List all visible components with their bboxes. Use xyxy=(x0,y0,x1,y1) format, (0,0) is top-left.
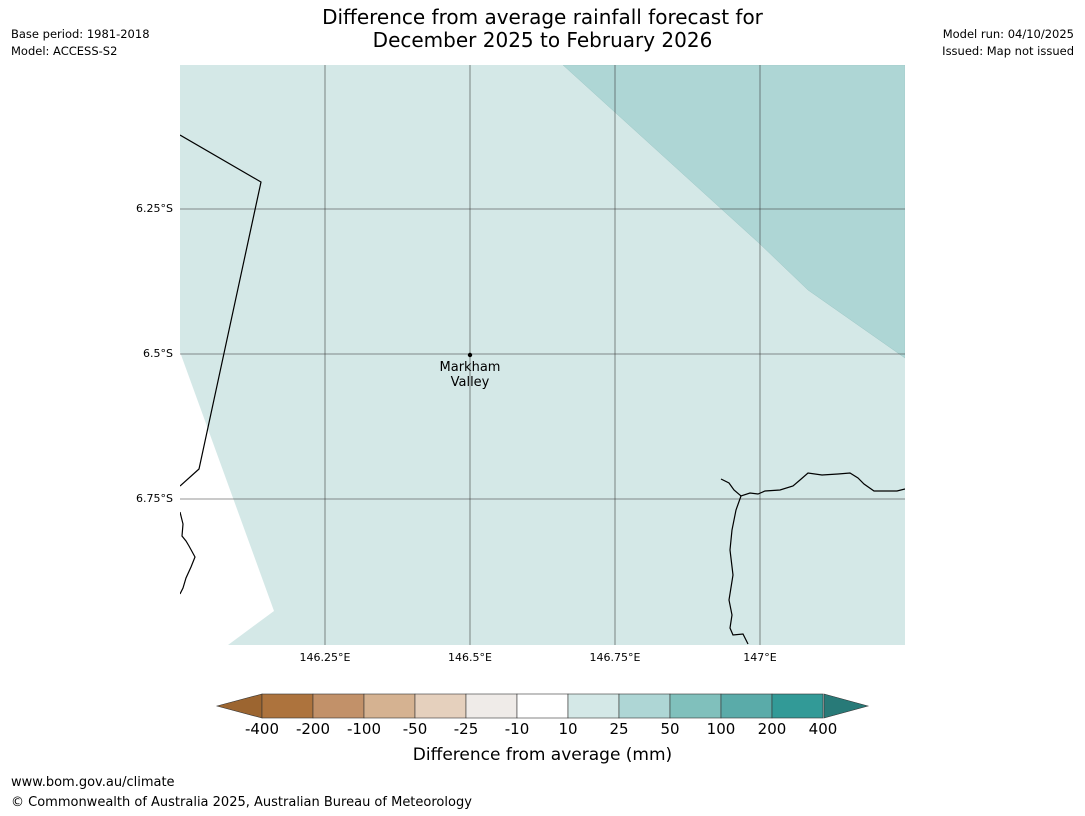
colorbar-cell xyxy=(261,693,314,719)
colorbar-label: -200 xyxy=(295,720,331,738)
colorbar-label: 25 xyxy=(609,720,629,738)
place-label-markham-valley: Markham Valley xyxy=(420,360,520,390)
colorbar-label: -50 xyxy=(402,720,428,738)
model-run: Model run: 04/10/2025 xyxy=(942,27,1074,41)
colorbar xyxy=(215,693,870,719)
title-line-2: December 2025 to February 2026 xyxy=(372,28,713,52)
river xyxy=(728,495,749,645)
lat-label-6-25: 6.25°S xyxy=(136,202,173,215)
colorbar-label: 10 xyxy=(558,720,578,738)
model-name: Model: ACCESS-S2 xyxy=(11,44,118,58)
colorbar-cell xyxy=(312,693,365,719)
colorbar-cell xyxy=(618,693,671,719)
location-marker xyxy=(467,352,473,358)
colorbar-label: 50 xyxy=(660,720,680,738)
colorbar-cell xyxy=(516,693,569,719)
place-name-line-2: Valley xyxy=(450,375,490,390)
colorbar-label: -10 xyxy=(504,720,530,738)
colorbar-label: -100 xyxy=(346,720,382,738)
footer-copyright: © Commonwealth of Australia 2025, Austra… xyxy=(11,795,472,810)
lon-label-146-75: 146.75°E xyxy=(589,651,641,664)
lon-label-146-25: 146.25°E xyxy=(299,651,351,664)
lon-label-146-5: 146.5°E xyxy=(448,651,492,664)
lon-label-147: 147°E xyxy=(743,651,777,664)
colorbar-extend-high xyxy=(823,693,870,719)
coastline-west xyxy=(180,511,196,595)
footer-url: www.bom.gov.au/climate xyxy=(11,775,175,790)
colorbar-title: Difference from average (mm) xyxy=(412,745,673,765)
meta-left: Base period: 1981-2018 Model: ACCESS-S2 xyxy=(11,26,150,60)
meta-right: Model run: 04/10/2025 Issued: Map not is… xyxy=(942,26,1074,60)
coastline-east xyxy=(720,472,905,497)
colorbar-cell xyxy=(771,693,824,719)
colorbar-cell xyxy=(720,693,773,719)
graticule xyxy=(180,65,905,645)
province-boundary xyxy=(180,134,262,487)
lat-label-6-75: 6.75°S xyxy=(136,492,173,505)
map-title: Difference from average rainfall forecas… xyxy=(0,6,1085,52)
issued-status: Issued: Map not issued xyxy=(942,44,1074,58)
colorbar-cell xyxy=(567,693,620,719)
colorbar-label: 200 xyxy=(757,720,787,738)
colorbar-label: -25 xyxy=(453,720,479,738)
region-25-50 xyxy=(562,65,905,359)
colorbar-cell xyxy=(669,693,722,719)
colorbar-label: 100 xyxy=(706,720,736,738)
base-period: Base period: 1981-2018 xyxy=(11,27,150,41)
colorbar-extend-low xyxy=(215,693,263,719)
place-name-line-1: Markham xyxy=(439,360,501,375)
colorbar-label: -400 xyxy=(244,720,280,738)
colorbar-cell xyxy=(465,693,518,719)
title-line-1: Difference from average rainfall forecas… xyxy=(322,5,763,29)
colorbar-label: 400 xyxy=(808,720,838,738)
colorbar-cell xyxy=(414,693,467,719)
no-data-region xyxy=(180,352,274,645)
boundaries xyxy=(180,134,905,645)
lat-label-6-5: 6.5°S xyxy=(143,347,173,360)
colorbar-cell xyxy=(363,693,416,719)
